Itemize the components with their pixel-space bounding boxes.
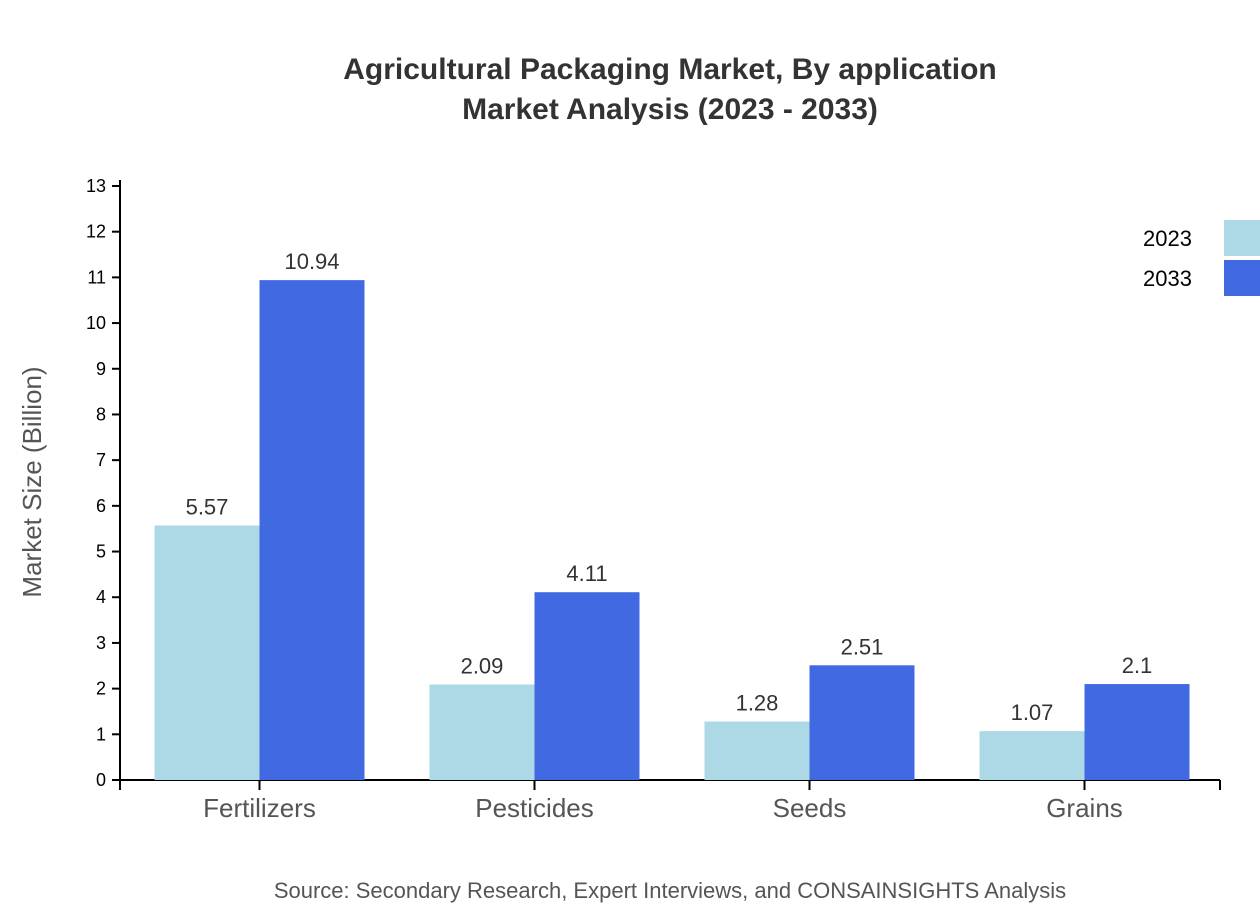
bar-2033-grains[interactable] (1084, 684, 1190, 780)
y-tick-label: 11 (87, 267, 106, 287)
bar-value-label: 2.1 (1122, 653, 1153, 678)
x-tick-label: Seeds (773, 793, 847, 823)
bar-value-label: 4.11 (566, 561, 607, 586)
bar-value-label: 1.28 (736, 691, 779, 716)
bar-2033-fertilizers[interactable] (259, 280, 365, 780)
bar-2023-fertilizers[interactable] (154, 525, 260, 780)
y-tick-label: 5 (96, 542, 106, 562)
bar-value-label: 2.09 (461, 654, 504, 679)
x-tick-label: Fertilizers (203, 793, 316, 823)
y-tick-label: 10 (86, 313, 106, 333)
bar-2033-seeds[interactable] (809, 665, 915, 780)
chart-title: Agricultural Packaging Market, By applic… (0, 50, 1260, 130)
bar-2023-seeds[interactable] (704, 721, 810, 780)
y-axis-label: Market Size (Billion) (17, 366, 47, 597)
y-tick-label: 0 (96, 770, 106, 790)
y-tick-label: 6 (96, 496, 106, 516)
bar-2023-pesticides[interactable] (429, 684, 535, 780)
legend-label-2023: 2023 (1143, 226, 1192, 251)
legend-label-2033: 2033 (1143, 266, 1192, 291)
bar-2033-pesticides[interactable] (534, 592, 640, 780)
y-tick-label: 2 (96, 679, 106, 699)
y-tick-label: 13 (86, 176, 106, 196)
bar-2023-grains[interactable] (979, 731, 1085, 780)
legend-swatch-2023[interactable] (1224, 220, 1260, 256)
legend-swatch-2033[interactable] (1224, 260, 1260, 296)
bar-value-label: 2.51 (841, 634, 884, 659)
chart-subtitle: Market Analysis (2023 - 2033) (462, 93, 878, 126)
y-tick-label: 9 (96, 359, 106, 379)
y-tick-label: 3 (96, 633, 106, 653)
x-tick-label: Grains (1046, 793, 1123, 823)
y-tick-label: 1 (96, 724, 106, 744)
source-note: Source: Secondary Research, Expert Inter… (273, 878, 1067, 903)
chart-title-main: Agricultural Packaging Market, By applic… (343, 53, 997, 86)
x-tick-label: Pesticides (475, 793, 594, 823)
bar-value-label: 10.94 (284, 249, 339, 274)
bar-value-label: 5.57 (186, 494, 229, 519)
bar-value-label: 1.07 (1011, 700, 1054, 725)
y-tick-label: 12 (86, 222, 106, 242)
y-tick-label: 7 (96, 450, 106, 470)
y-tick-label: 4 (96, 587, 106, 607)
y-tick-label: 8 (96, 404, 106, 424)
